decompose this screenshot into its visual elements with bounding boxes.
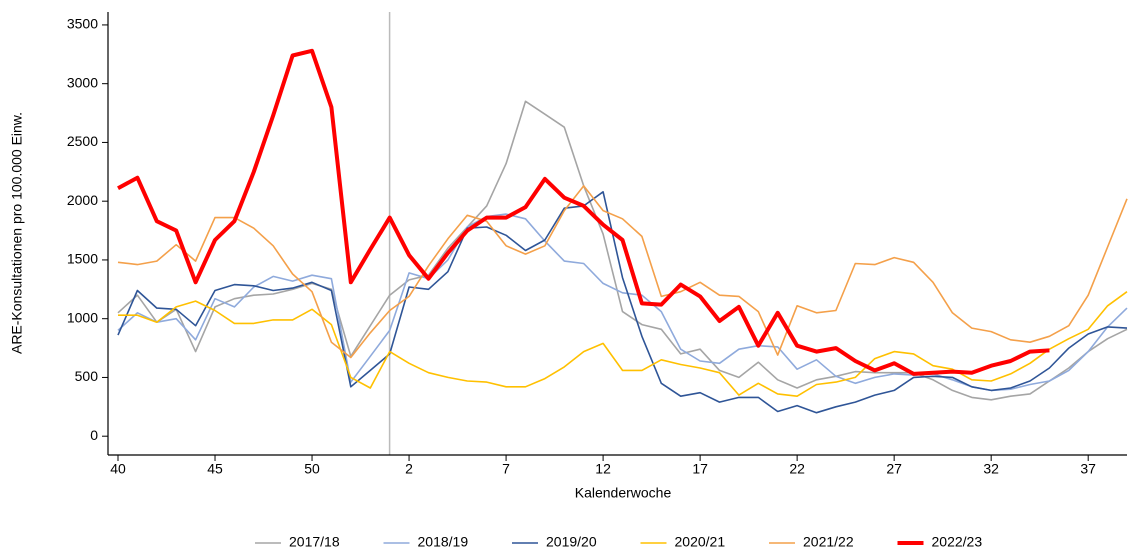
x-tick-label: 7 <box>502 461 510 477</box>
x-tick-label: 50 <box>304 461 320 477</box>
legend-label: 2021/22 <box>803 534 854 549</box>
x-axis-label: Kalenderwoche <box>575 485 672 501</box>
x-tick-label: 32 <box>983 461 999 477</box>
legend-label: 2020/21 <box>675 534 726 549</box>
series-line <box>118 291 1128 397</box>
x-tick-label: 22 <box>789 461 805 477</box>
y-tick-label: 3500 <box>67 16 98 32</box>
legend-label: 2017/18 <box>289 534 340 549</box>
x-tick-label: 2 <box>405 461 413 477</box>
plot-area <box>117 48 1128 414</box>
y-tick-label: 1000 <box>67 309 98 325</box>
series-line <box>117 213 1128 392</box>
series-line <box>117 48 1050 376</box>
legend-label: 2022/23 <box>932 534 983 549</box>
legend-label: 2019/20 <box>546 534 597 549</box>
series-line <box>117 100 1128 401</box>
legend-label: 2018/19 <box>418 534 469 549</box>
y-axis-label: ARE-Konsultationen pro 100.000 Einw. <box>9 112 25 354</box>
x-tick-label: 40 <box>110 461 126 477</box>
x-tick-label: 27 <box>886 461 902 477</box>
series-line <box>117 185 1128 359</box>
y-tick-label: 2500 <box>67 133 98 149</box>
x-tick-label: 17 <box>692 461 708 477</box>
y-tick-label: 0 <box>90 427 98 443</box>
x-tick-label: 12 <box>595 461 611 477</box>
y-tick-label: 2000 <box>67 192 98 208</box>
x-tick-label: 45 <box>207 461 223 477</box>
series-line <box>117 191 1128 414</box>
y-tick-label: 3000 <box>67 74 98 90</box>
y-tick-label: 500 <box>75 368 99 384</box>
y-tick-label: 1500 <box>67 251 98 267</box>
x-tick-label: 37 <box>1080 461 1096 477</box>
